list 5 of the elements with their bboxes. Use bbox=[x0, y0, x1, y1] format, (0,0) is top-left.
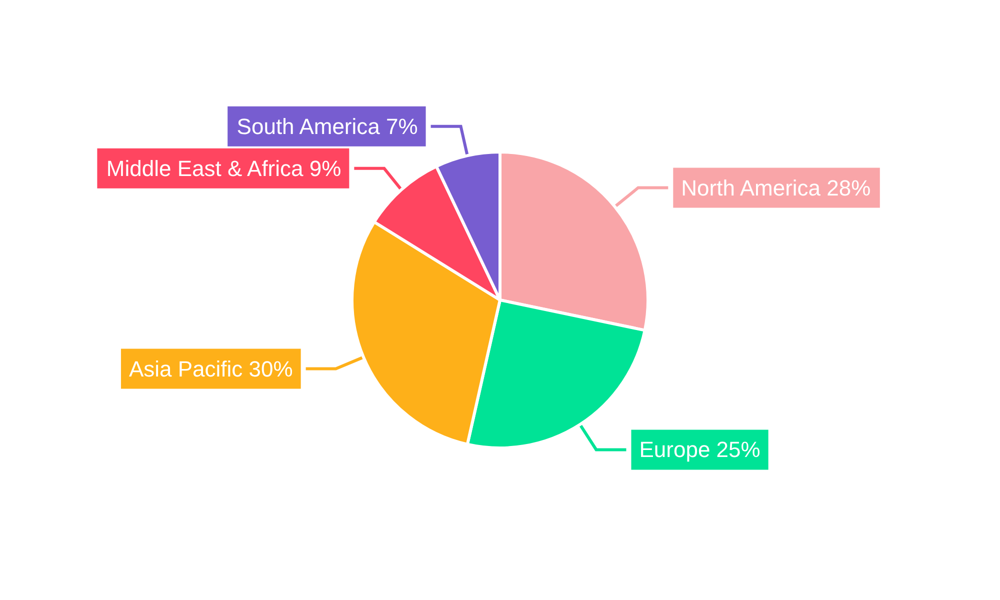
slice-label: Asia Pacific 30% bbox=[128, 356, 293, 382]
slice-label: North America 28% bbox=[681, 175, 871, 200]
slice-label: South America 7% bbox=[236, 114, 418, 139]
slice-label: Middle East & Africa 9% bbox=[106, 156, 342, 181]
slice-label: Europe 25% bbox=[639, 437, 760, 462]
